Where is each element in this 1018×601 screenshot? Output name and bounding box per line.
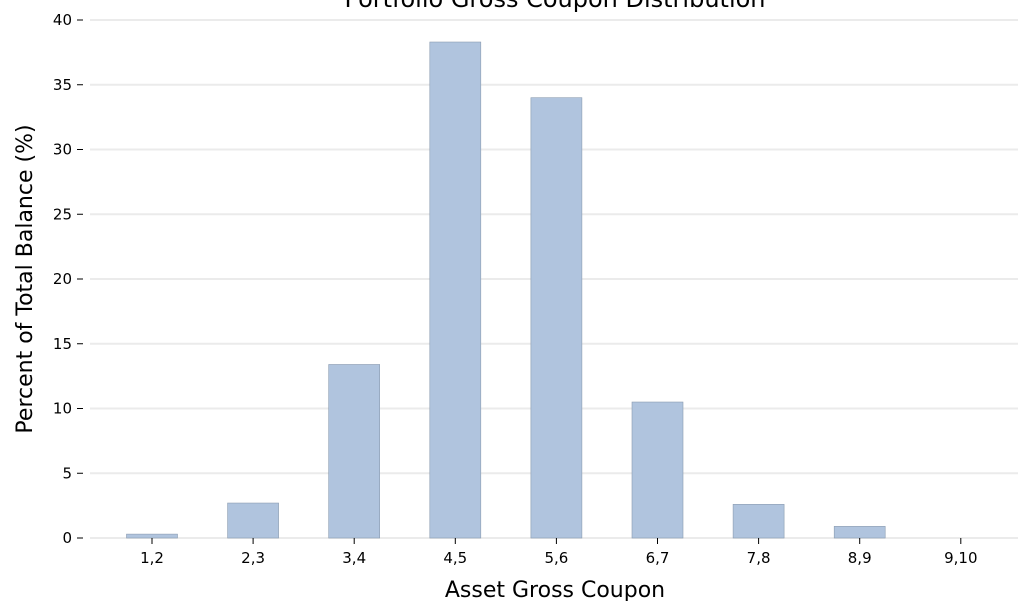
bar-3-4	[328, 364, 381, 539]
y-tick-label: 0	[62, 529, 72, 547]
bar-4-5	[429, 41, 482, 539]
bars	[126, 41, 886, 539]
y-tick-label: 35	[53, 76, 72, 94]
bar-1-2	[126, 533, 178, 539]
y-tick-label: 10	[53, 400, 72, 418]
x-tick-label: 8,9	[848, 549, 872, 567]
y-axis: 0 5 10 15 20 25 30 35 40	[53, 11, 83, 547]
bar-7-8	[732, 504, 785, 539]
y-tick-label: 30	[53, 141, 72, 159]
x-tick-label: 6,7	[646, 549, 670, 567]
y-axis-label: Percent of Total Balance (%)	[13, 124, 38, 433]
y-tick-label: 5	[62, 464, 72, 482]
x-tick-label: 3,4	[342, 549, 366, 567]
x-tick-label: 9,10	[944, 549, 977, 567]
y-tick-label: 20	[53, 270, 72, 288]
bar-6-7	[631, 401, 684, 539]
x-axis: 1,2 2,3 3,4 4,5 5,6 6,7 7,8 8,9 9,10	[140, 538, 978, 567]
x-tick-label: 2,3	[241, 549, 265, 567]
x-tick-label: 5,6	[544, 549, 568, 567]
x-tick-label: 7,8	[747, 549, 771, 567]
bar-2-3	[227, 502, 279, 539]
y-tick-label: 15	[53, 335, 72, 353]
y-tick-label: 40	[53, 11, 72, 29]
bar-5-6	[530, 97, 583, 539]
x-axis-label: Asset Gross Coupon	[445, 578, 665, 601]
chart-title: Portfolio Gross Coupon Distribution	[344, 0, 765, 13]
y-tick-label: 25	[53, 205, 72, 223]
bar-8-9	[833, 526, 886, 539]
x-tick-label: 1,2	[140, 549, 164, 567]
x-tick-label: 4,5	[443, 549, 467, 567]
